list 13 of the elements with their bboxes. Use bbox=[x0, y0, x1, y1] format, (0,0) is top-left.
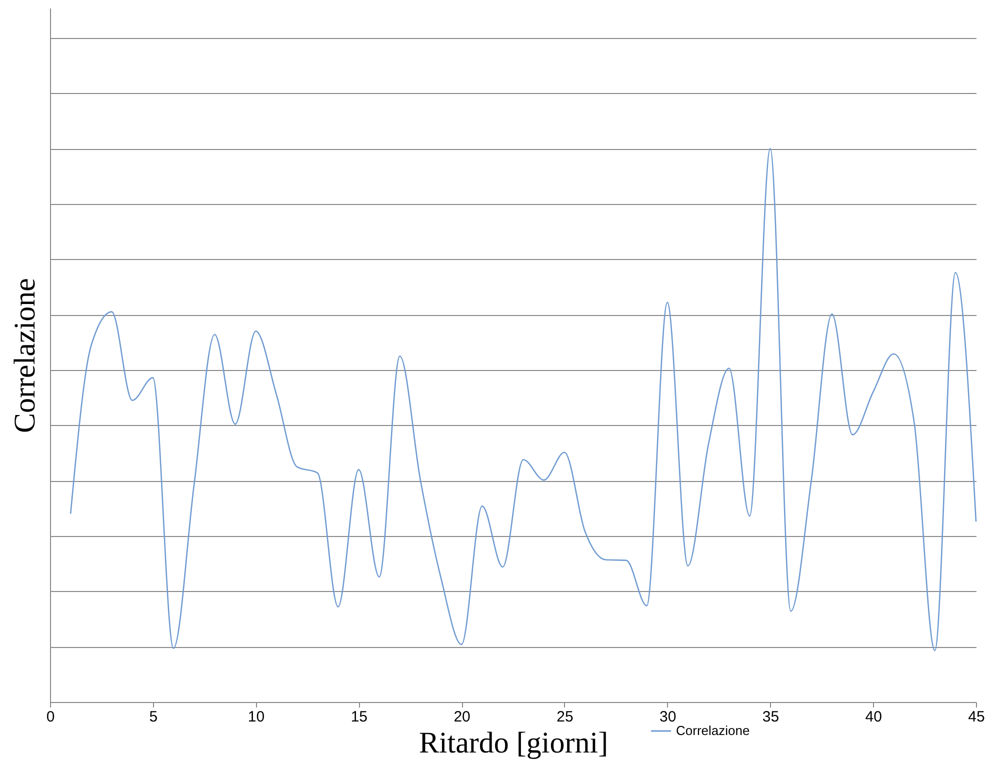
x-tick-label: 40 bbox=[865, 708, 882, 726]
x-tick-label: 5 bbox=[149, 708, 158, 726]
x-tick-label: 45 bbox=[968, 708, 985, 726]
x-tick-label: 25 bbox=[556, 708, 574, 726]
x-tick-label: 30 bbox=[659, 708, 676, 726]
x-tick-label: 15 bbox=[350, 708, 368, 726]
x-tick-label: 35 bbox=[762, 708, 780, 726]
legend-label: Correlazione bbox=[676, 723, 750, 738]
x-tick-label: 10 bbox=[248, 708, 265, 726]
x-tick-label: 20 bbox=[454, 708, 470, 726]
x-tick-label: 0 bbox=[46, 708, 55, 726]
x-axis-title: Ritardo [giorni] bbox=[418, 726, 608, 760]
y-axis-title: Correlazione bbox=[8, 278, 42, 433]
